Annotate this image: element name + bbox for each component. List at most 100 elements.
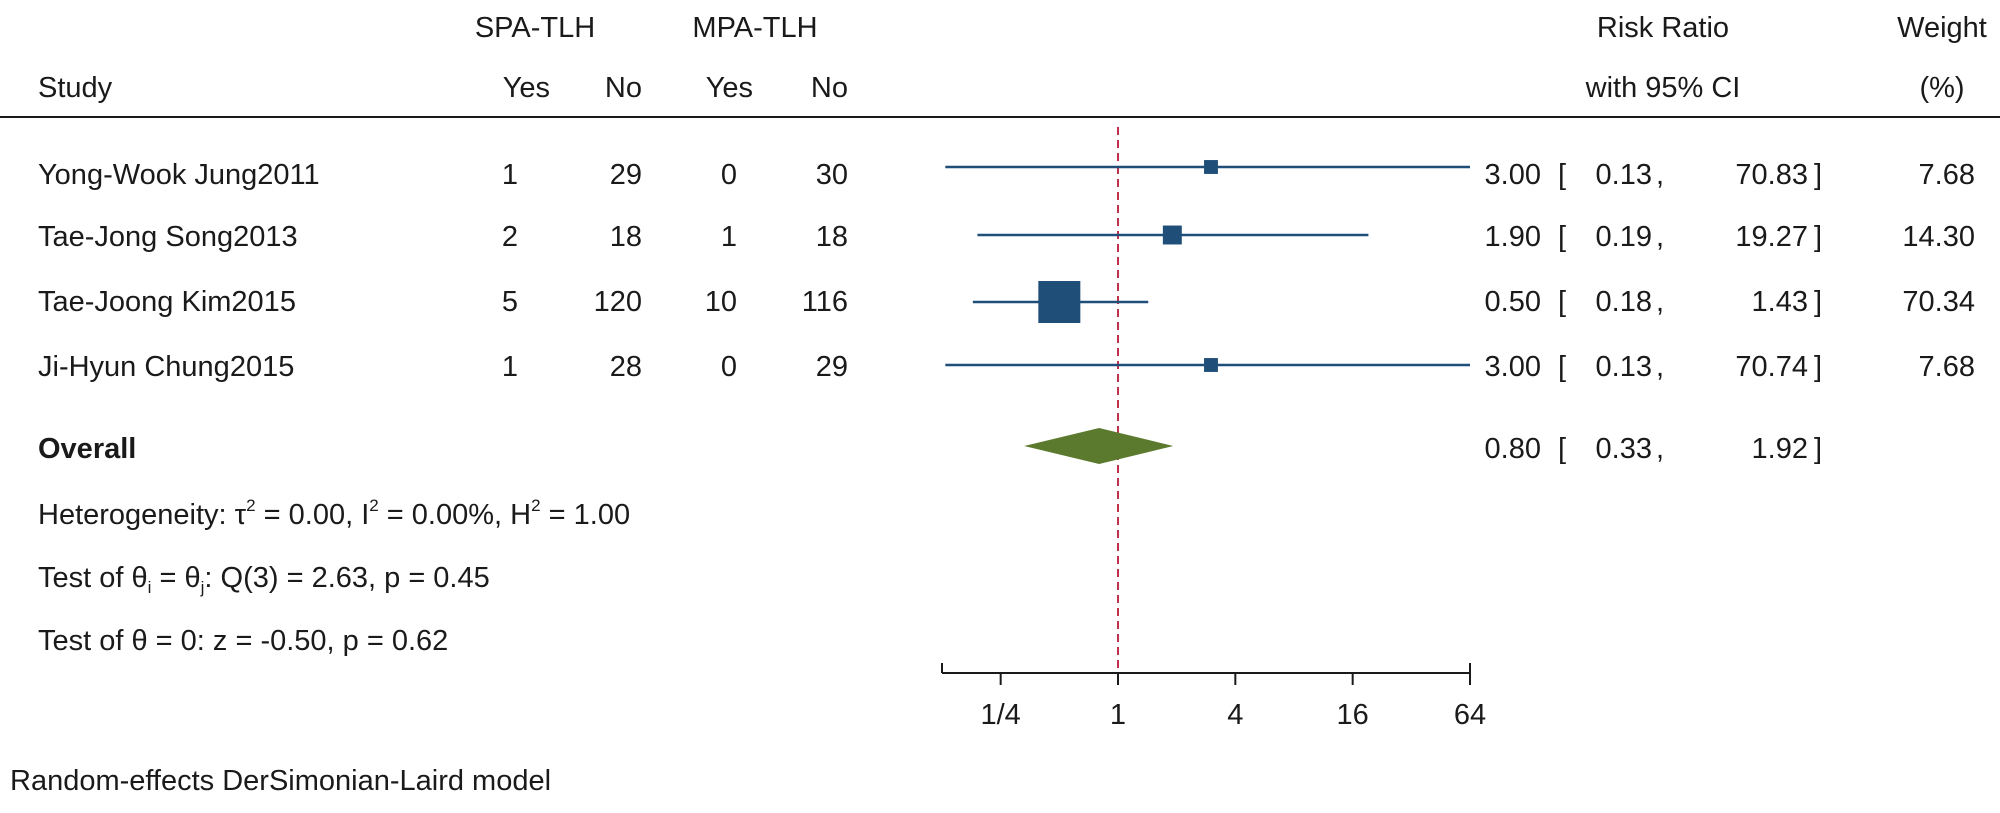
overall-ci-lower: 0.33 xyxy=(1596,433,1652,465)
cell-g2-no: 30 xyxy=(816,159,848,191)
ci-lower: 0.18 xyxy=(1596,286,1652,318)
statistics-notes: Heterogeneity: τ2 = 0.00, I2 = 0.00%, H2… xyxy=(38,496,630,657)
ci-upper: 19.27 xyxy=(1735,221,1808,253)
ci-upper: 1.43 xyxy=(1752,286,1808,318)
h-symbol: H xyxy=(510,499,531,531)
rr-value: 3.00 xyxy=(1485,351,1541,383)
header-risk-ratio: Risk Ratio xyxy=(1597,12,1729,44)
x-axis-tick-label: 1 xyxy=(1110,699,1126,731)
ci-lower: 0.19 xyxy=(1596,221,1652,253)
point-estimate-marker xyxy=(1204,358,1218,372)
weight-value: 70.34 xyxy=(1902,286,1975,318)
header-g2-no: No xyxy=(811,72,848,104)
test-theta-zero: Test of θ = 0: z = -0.50, p = 0.62 xyxy=(38,625,448,657)
cell-g1-no: 18 xyxy=(610,221,642,253)
heterogeneity-stat: Heterogeneity: τ2 = 0.00, I2 = 0.00%, H2… xyxy=(38,496,630,531)
x-axis-tick-label: 64 xyxy=(1454,699,1486,731)
overall-rr: 0.80 xyxy=(1485,433,1541,465)
cell-g1-no: 29 xyxy=(610,159,642,191)
ci-open-bracket: [ xyxy=(1558,433,1566,465)
overall-ci-upper: 1.92 xyxy=(1752,433,1808,465)
point-estimate-marker xyxy=(1162,225,1182,245)
ci-lower: 0.13 xyxy=(1596,351,1652,383)
header-mpa-tlh: MPA-TLH xyxy=(692,12,817,44)
overall-diamond xyxy=(1024,428,1174,464)
weight-value: 7.68 xyxy=(1919,351,1975,383)
study-row: Ji-Hyun Chung2015 1 28 0 29 3.00 [ 0.13 … xyxy=(38,351,1975,383)
study-row: Yong-Wook Jung2011 1 29 0 30 3.00 [ 0.13… xyxy=(38,159,1975,191)
superscript: 2 xyxy=(369,496,378,515)
study-name: Tae-Joong Kim2015 xyxy=(38,286,296,318)
rr-value: 3.00 xyxy=(1485,159,1541,191)
theta-symbol: θ xyxy=(132,562,148,594)
cell-g1-yes: 1 xyxy=(502,159,518,191)
rr-value: 1.90 xyxy=(1485,221,1541,253)
ci-comma: , xyxy=(1656,221,1664,253)
cell-g2-no: 18 xyxy=(816,221,848,253)
cell-g1-no: 28 xyxy=(610,351,642,383)
ci-close-bracket: ] xyxy=(1814,159,1822,191)
cell-g1-no: 120 xyxy=(594,286,642,318)
cell-g2-no: 29 xyxy=(816,351,848,383)
test-prefix: Test of xyxy=(38,562,132,594)
overall-row: Overall 0.80 [ 0.33 , 1.92 ] xyxy=(38,428,1822,465)
header-g2-yes: Yes xyxy=(706,72,753,104)
heterogeneity-prefix: Heterogeneity: xyxy=(38,499,235,531)
weight-value: 7.68 xyxy=(1919,159,1975,191)
subscript-j: j xyxy=(200,578,205,597)
cell-g2-yes: 10 xyxy=(705,286,737,318)
test-theta-equal: Test of θi = θj: Q(3) = 2.63, p = 0.45 xyxy=(38,562,490,597)
header-g1-no: No xyxy=(605,72,642,104)
ci-close-bracket: ] xyxy=(1814,286,1822,318)
header-spa-tlh: SPA-TLH xyxy=(475,12,595,44)
superscript: 2 xyxy=(531,496,540,515)
cell-g2-yes: 0 xyxy=(721,159,737,191)
ci-close-bracket: ] xyxy=(1814,351,1822,383)
ci-comma: , xyxy=(1656,286,1664,318)
ci-comma: , xyxy=(1656,159,1664,191)
q-test-result: : Q(3) = 2.63, p = 0.45 xyxy=(204,562,489,594)
model-note: Random-effects DerSimonian-Laird model xyxy=(10,765,551,797)
ci-open-bracket: [ xyxy=(1558,221,1566,253)
ci-close-bracket: ] xyxy=(1814,433,1822,465)
theta-symbol: θ xyxy=(184,562,200,594)
h-value: = 1.00 xyxy=(541,499,631,531)
x-axis-tick-label: 1/4 xyxy=(981,699,1021,731)
point-estimate-marker xyxy=(1204,160,1218,174)
equals: = xyxy=(151,562,184,594)
ci-open-bracket: [ xyxy=(1558,286,1566,318)
study-name: Ji-Hyun Chung2015 xyxy=(38,351,294,383)
cell-g1-yes: 5 xyxy=(502,286,518,318)
cell-g1-yes: 2 xyxy=(502,221,518,253)
ci-upper: 70.83 xyxy=(1735,159,1808,191)
point-estimate-marker xyxy=(1038,281,1081,323)
ci-open-bracket: [ xyxy=(1558,351,1566,383)
ci-comma: , xyxy=(1656,433,1664,465)
x-axis-tick-label: 4 xyxy=(1227,699,1243,731)
study-row: Tae-Joong Kim2015 5 120 10 116 0.50 [ 0.… xyxy=(38,281,1975,323)
overall-label: Overall xyxy=(38,433,136,465)
weight-value: 14.30 xyxy=(1902,221,1975,253)
ci-upper: 70.74 xyxy=(1735,351,1808,383)
superscript: 2 xyxy=(246,496,255,515)
study-name: Tae-Jong Song2013 xyxy=(38,221,298,253)
cell-g2-yes: 0 xyxy=(721,351,737,383)
study-row: Tae-Jong Song2013 2 18 1 18 1.90 [ 0.19 … xyxy=(38,221,1975,253)
header-weight-unit: (%) xyxy=(1919,72,1964,104)
header-study: Study xyxy=(38,72,113,104)
study-name: Yong-Wook Jung2011 xyxy=(38,159,320,191)
table-header: SPA-TLH MPA-TLH Risk Ratio Weight Study … xyxy=(38,12,1987,104)
cell-g2-yes: 1 xyxy=(721,221,737,253)
ci-comma: , xyxy=(1656,351,1664,383)
tau-value: = 0.00, xyxy=(256,499,362,531)
rr-value: 0.50 xyxy=(1485,286,1541,318)
ci-lower: 0.13 xyxy=(1596,159,1652,191)
tau-symbol: τ xyxy=(235,499,247,531)
subscript-i: i xyxy=(148,578,152,597)
x-axis-tick-label: 16 xyxy=(1337,699,1369,731)
x-axis: 1/4 1 4 16 64 xyxy=(941,663,1486,731)
ci-close-bracket: ] xyxy=(1814,221,1822,253)
i-value: = 0.00%, xyxy=(379,499,510,531)
header-weight: Weight xyxy=(1897,12,1987,44)
